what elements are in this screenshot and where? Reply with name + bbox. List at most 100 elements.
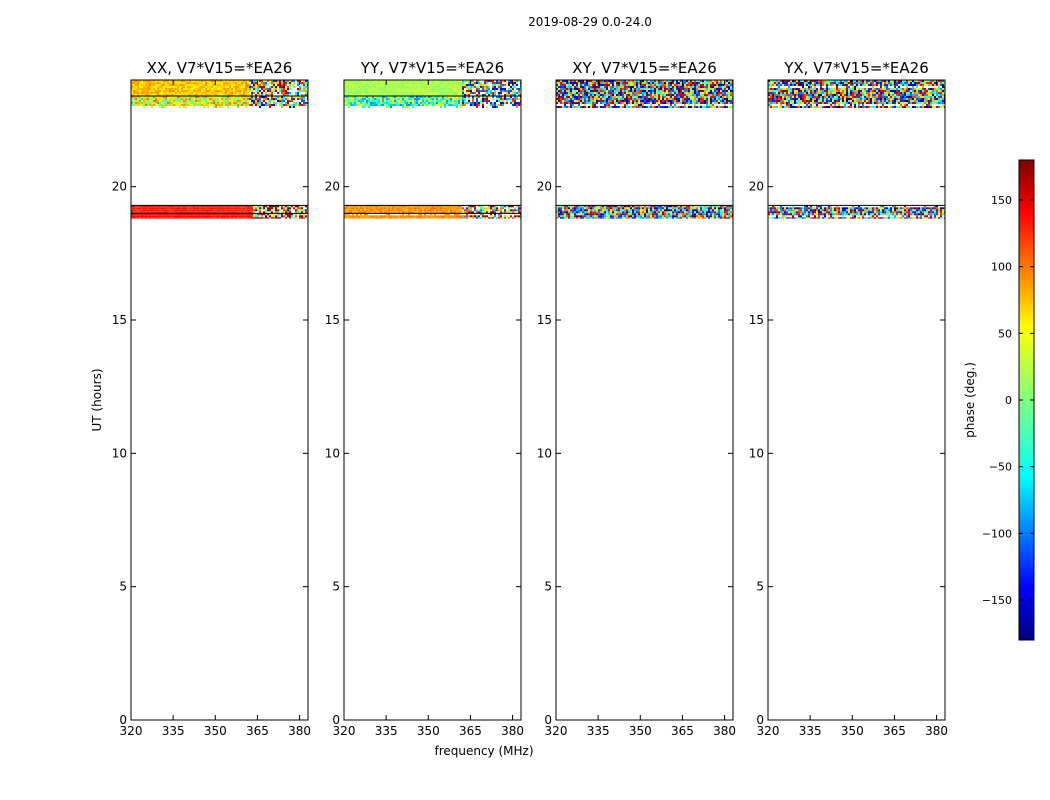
heatmap-cell xyxy=(271,211,273,214)
heatmap-cell xyxy=(718,102,720,104)
heatmap-cell xyxy=(510,82,512,84)
heatmap-cell xyxy=(724,100,726,102)
heatmap-cell xyxy=(237,80,239,82)
heatmap-cell xyxy=(624,100,626,102)
heatmap-cell xyxy=(510,209,512,212)
heatmap-cell xyxy=(167,205,169,208)
heatmap-cell xyxy=(191,88,193,90)
heatmap-cell xyxy=(360,211,362,214)
heatmap-cell xyxy=(135,102,137,104)
heatmap-cell xyxy=(259,80,261,82)
heatmap-cell xyxy=(566,88,568,90)
heatmap-cell xyxy=(578,96,580,98)
heatmap-cell xyxy=(225,215,227,218)
heatmap-cell xyxy=(468,94,470,96)
heatmap-cell xyxy=(374,205,376,208)
heatmap-cell xyxy=(506,92,508,94)
heatmap-cell xyxy=(376,88,378,90)
heatmap-cell xyxy=(285,94,287,96)
heatmap-cell xyxy=(153,205,155,208)
heatmap-cell xyxy=(235,211,237,214)
heatmap-cell xyxy=(602,90,604,92)
heatmap-cell xyxy=(217,104,219,106)
heatmap-cell xyxy=(588,106,590,108)
heatmap-cell xyxy=(722,100,724,102)
heatmap-cell xyxy=(149,86,151,88)
heatmap-cell xyxy=(177,90,179,92)
heatmap-cell xyxy=(718,86,720,88)
heatmap-cell xyxy=(173,213,175,216)
heatmap-cell xyxy=(237,211,239,214)
heatmap-cell xyxy=(424,82,426,84)
heatmap-cell xyxy=(618,205,620,208)
heatmap-cell xyxy=(664,88,666,90)
heatmap-cell xyxy=(506,98,508,100)
heatmap-cell xyxy=(672,80,674,82)
heatmap-cell xyxy=(728,82,730,84)
y-tick-label: 0 xyxy=(119,713,127,727)
heatmap-cell xyxy=(514,80,516,82)
heatmap-cell xyxy=(283,207,285,210)
heatmap-cell xyxy=(644,82,646,84)
heatmap-cell xyxy=(207,92,209,94)
heatmap-cell xyxy=(221,86,223,88)
heatmap-cell xyxy=(211,211,213,214)
heatmap-cell xyxy=(478,217,480,219)
heatmap-cell xyxy=(614,104,616,106)
heatmap-cell xyxy=(580,94,582,96)
heatmap-cell xyxy=(145,209,147,212)
heatmap-cell xyxy=(620,84,622,86)
heatmap-cell xyxy=(203,217,205,219)
heatmap-cell xyxy=(203,82,205,84)
heatmap-cell xyxy=(205,100,207,102)
heatmap-cell xyxy=(392,80,394,82)
heatmap-cell xyxy=(277,96,279,98)
heatmap-band xyxy=(131,204,308,214)
heatmap-cell xyxy=(426,96,428,98)
heatmap-cell xyxy=(265,80,267,82)
heatmap-cell xyxy=(442,217,444,219)
heatmap-cell xyxy=(390,80,392,82)
heatmap-cell xyxy=(714,94,716,96)
heatmap-cell xyxy=(227,82,229,84)
heatmap-cell xyxy=(135,90,137,92)
heatmap-cell xyxy=(508,209,510,212)
heatmap-cell xyxy=(143,86,145,88)
heatmap-cell xyxy=(249,98,251,100)
heatmap-cell xyxy=(602,205,604,208)
heatmap-cell xyxy=(201,100,203,102)
heatmap-cell xyxy=(201,205,203,208)
heatmap-cell xyxy=(450,86,452,88)
heatmap-cell xyxy=(189,82,191,84)
heatmap-cell xyxy=(468,86,470,88)
heatmap-cell xyxy=(448,100,450,102)
heatmap-cell xyxy=(195,98,197,100)
heatmap-cell xyxy=(171,211,173,214)
heatmap-cell xyxy=(183,106,185,108)
heatmap-cell xyxy=(265,217,267,219)
heatmap-cell xyxy=(420,92,422,94)
heatmap-cell xyxy=(394,98,396,100)
heatmap-cell xyxy=(566,207,568,210)
heatmap-cell xyxy=(686,92,688,94)
heatmap-cell xyxy=(590,94,592,96)
heatmap-cell xyxy=(468,98,470,100)
heatmap-cell xyxy=(305,88,307,90)
heatmap-cell xyxy=(596,209,598,212)
panel-frame xyxy=(130,79,309,721)
heatmap-cell xyxy=(193,215,195,218)
heatmap-cell xyxy=(592,104,594,106)
heatmap-cell xyxy=(179,104,181,106)
heatmap-cell xyxy=(360,213,362,216)
heatmap-cell xyxy=(195,207,197,210)
heatmap-cell xyxy=(245,92,247,94)
heatmap-cell xyxy=(508,92,510,94)
heatmap-cell xyxy=(618,98,620,100)
heatmap-cell xyxy=(586,80,588,82)
heatmap-cell xyxy=(279,209,281,212)
heatmap-cell xyxy=(241,215,243,218)
heatmap-cell xyxy=(185,217,187,219)
heatmap-cell xyxy=(418,98,420,100)
heatmap-cell xyxy=(466,215,468,218)
heatmap-cell xyxy=(221,217,223,219)
